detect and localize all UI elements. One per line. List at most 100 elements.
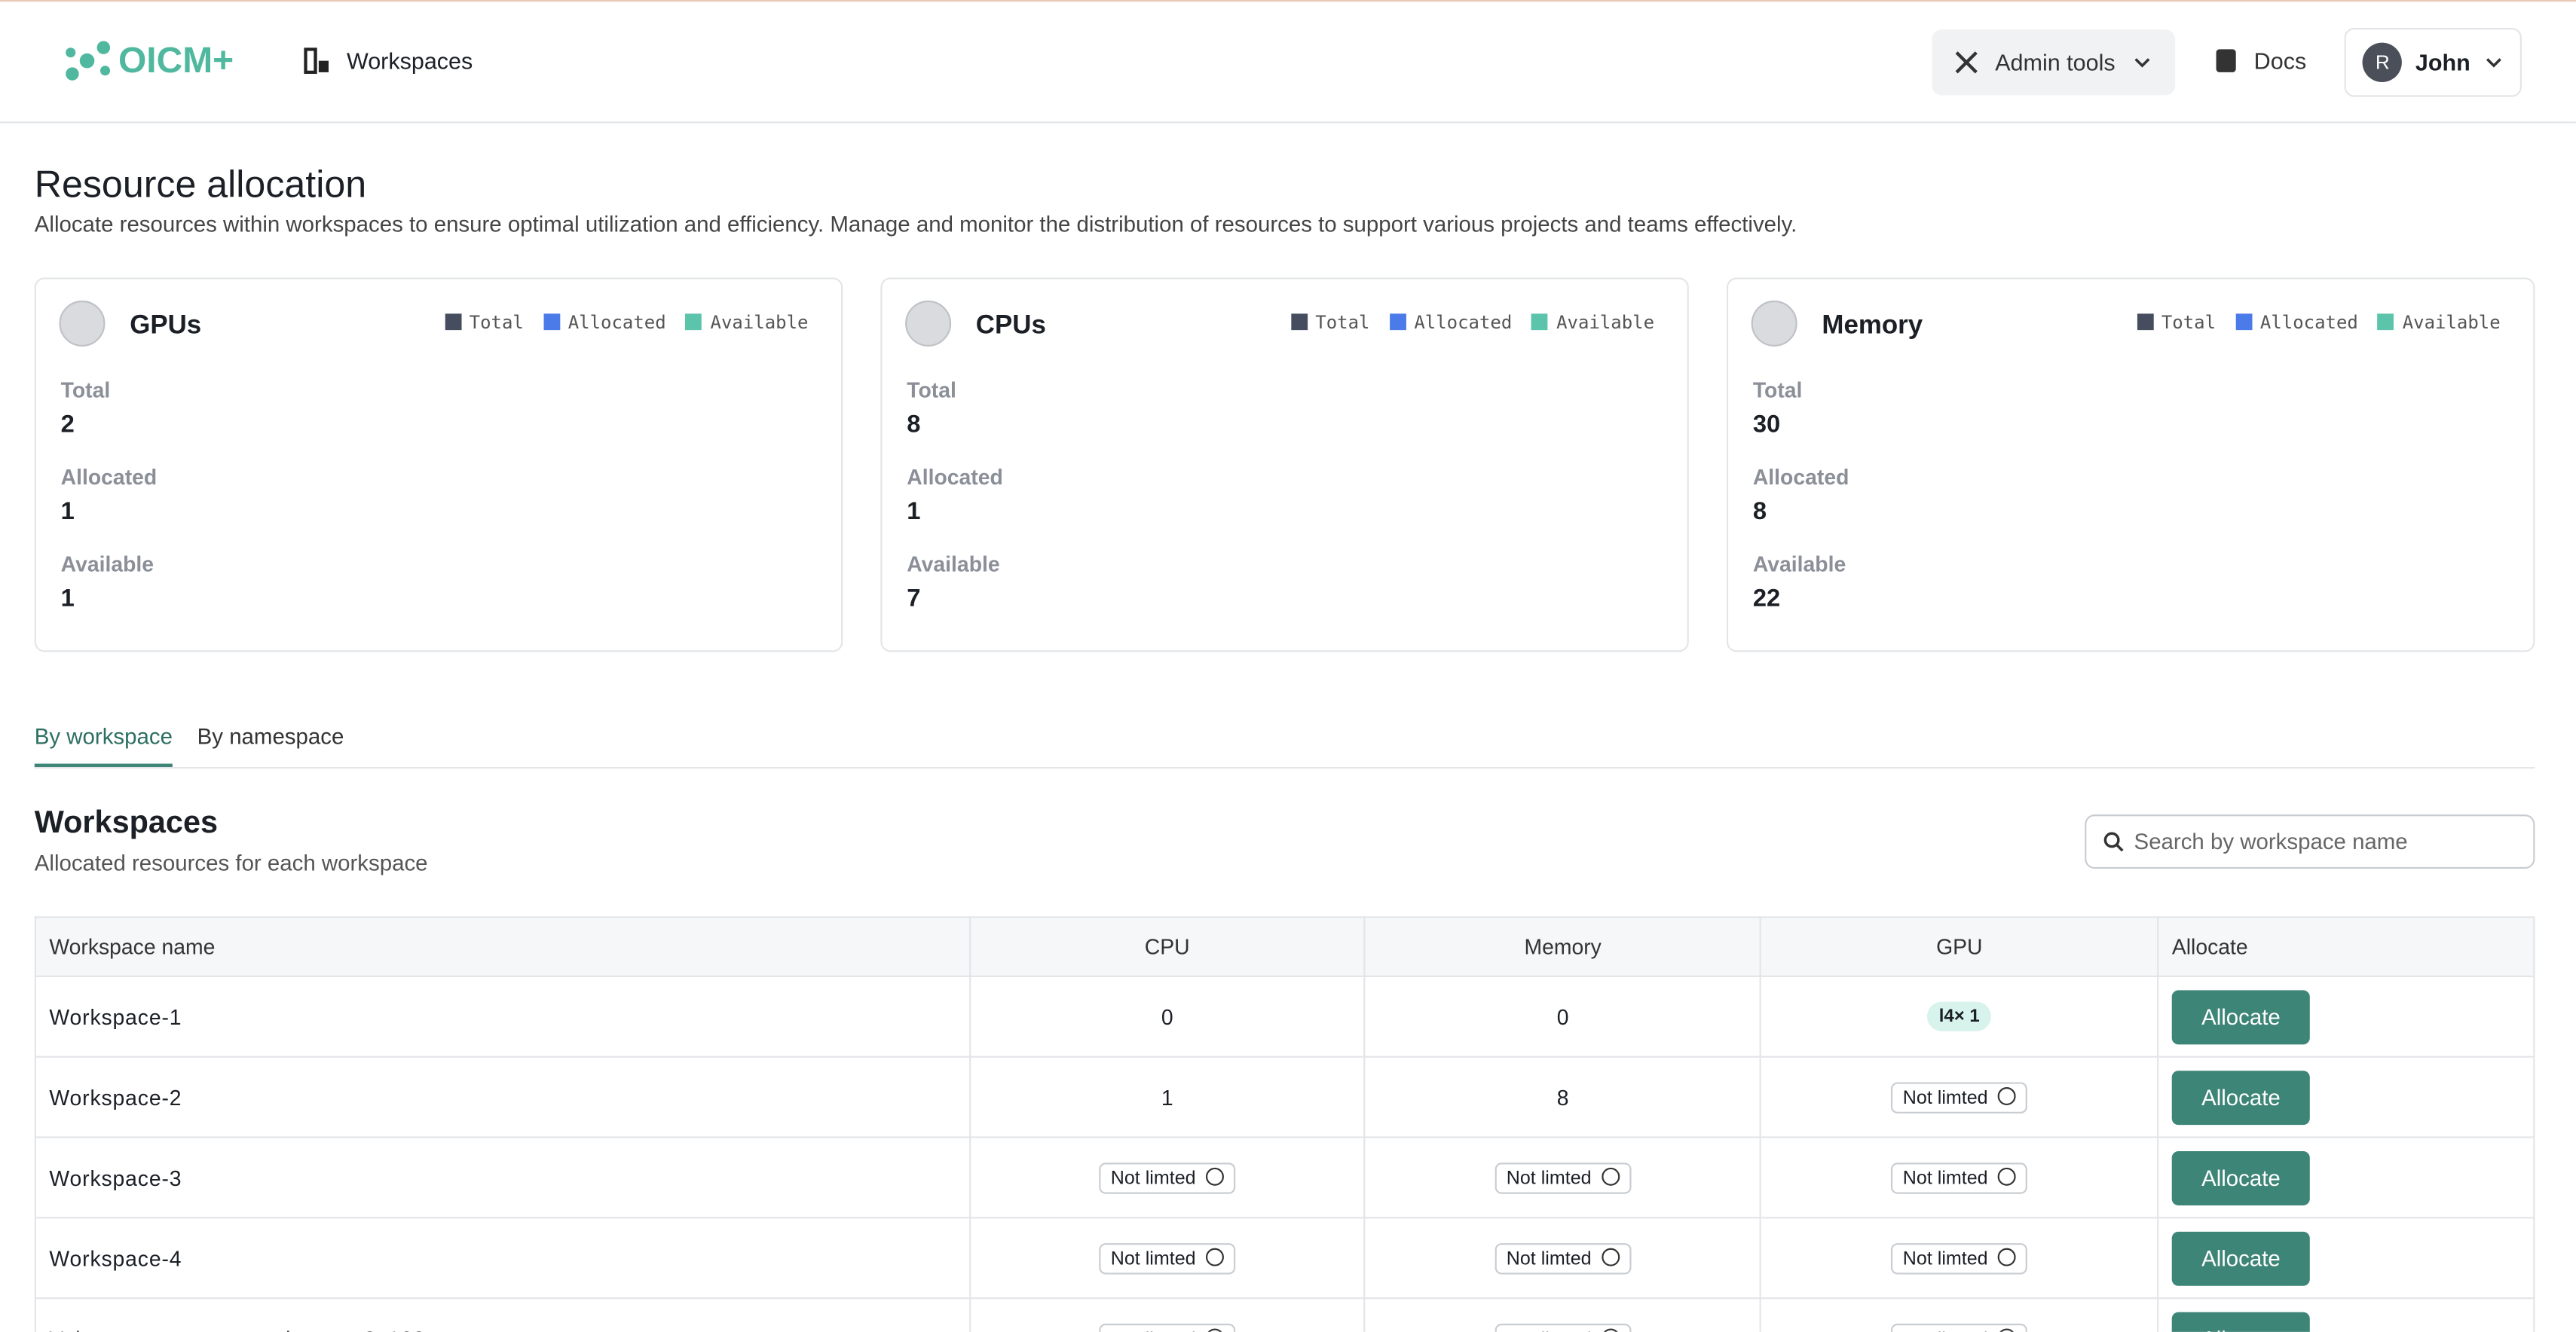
table-row: Volcano queue test workspace 8c160g Not l… — [34, 1297, 2535, 1332]
table-cell: 1 — [968, 1056, 1366, 1138]
tag-text: Not limted — [1902, 1248, 1988, 1269]
info-icon — [1205, 1327, 1224, 1332]
limit-tag: Not limted — [1099, 1242, 1235, 1274]
table-row: Workspace-2 1 8 Not limted Allocate — [34, 1056, 2535, 1138]
allocate-button[interactable]: Allocate — [2171, 1150, 2311, 1205]
card-title: Memory — [1822, 312, 1923, 341]
resource-card: CPUs Total Allocated Available Total 8 Allocat… — [880, 277, 1689, 652]
info-icon — [1205, 1247, 1224, 1266]
nav-workspaces[interactable]: Workspaces — [304, 47, 473, 75]
info-icon — [1997, 1247, 2016, 1266]
legend-label: Allocated — [568, 312, 666, 334]
table-cell: Allocate — [2157, 1297, 2535, 1332]
table-cell: Not limted — [968, 1217, 1366, 1300]
chevron — [2134, 58, 2149, 68]
limit-tag: Not limted — [1891, 1162, 2027, 1193]
table-cell: Allocate — [2157, 1056, 2535, 1138]
legend-swatch — [1290, 313, 1308, 331]
column-header: Allocate — [2157, 916, 2535, 977]
stat-value: 8 — [907, 410, 921, 439]
legend-item: Allocated — [543, 312, 666, 333]
legend-item: Allocated — [1389, 312, 1512, 333]
table-cell: Workspace-1 — [34, 975, 971, 1058]
cell-text: Workspace-1 — [49, 1004, 182, 1029]
stat-value: 22 — [1752, 585, 1781, 613]
table-cell: Workspace-4 — [34, 1217, 971, 1300]
table-cell: Not limted — [1760, 1136, 2159, 1219]
legend-label: Available — [2402, 312, 2501, 334]
limit-tag: Not limted — [1891, 1322, 2027, 1332]
resource-card: Memory Total Allocated Available Total 30 Allo… — [1726, 277, 2535, 652]
legend-label: Total — [469, 312, 524, 334]
legend-item: Total — [2137, 312, 2216, 333]
cell-text: 0 — [1161, 1004, 1173, 1029]
info-icon — [1601, 1327, 1620, 1332]
table-cell: Not limted — [1364, 1297, 1762, 1332]
legend-swatch — [1389, 313, 1406, 331]
table-cell: Not limted — [1364, 1136, 1762, 1219]
tag-text: Not limted — [1902, 1088, 1988, 1108]
table-cell: l4× 1 — [1760, 975, 2159, 1058]
docs-link[interactable]: Docs — [2214, 47, 2306, 74]
user-menu[interactable]: R John — [2344, 28, 2522, 97]
tag-text: Not limted — [1903, 1330, 1988, 1332]
allocate-button[interactable]: Allocate — [2171, 1230, 2311, 1285]
table-cell: Allocate — [2157, 975, 2535, 1058]
table-cell: 0 — [1364, 975, 1762, 1058]
info-icon — [1601, 1166, 1620, 1185]
card-icon — [1751, 300, 1797, 347]
limit-tag: Not limted — [1099, 1322, 1235, 1332]
limit-tag: Not limted — [1099, 1162, 1235, 1193]
header-row: Workspace name CPU Memory GPU Allocate — [34, 916, 2535, 977]
legend-swatch — [543, 313, 560, 331]
table-cell: Not limted — [1760, 1297, 2159, 1332]
tab[interactable]: By namespace — [197, 724, 344, 749]
legend-item: Total — [444, 312, 524, 334]
column-header: Workspace name — [34, 916, 971, 977]
stat-label: Allocated — [60, 464, 158, 490]
docs-icon — [2216, 49, 2236, 72]
table-cell: Not limted — [968, 1136, 1366, 1219]
search-input[interactable]: Search by workspace name — [2085, 814, 2535, 869]
tag-text: Not limted — [1110, 1168, 1196, 1189]
limit-tag: Not limted — [1495, 1322, 1631, 1332]
info-icon — [1205, 1166, 1224, 1185]
allocate-button[interactable]: Allocate — [2171, 1311, 2311, 1332]
card-title: CPUs — [975, 312, 1046, 341]
legend-swatch — [685, 313, 702, 331]
legend-label: Available — [1556, 312, 1655, 334]
logo-text[interactable]: OICM+ — [118, 39, 234, 81]
stat-label: Available — [907, 551, 1000, 577]
tabs: By workspace By namespace — [34, 724, 2535, 769]
docs-label: Docs — [2253, 47, 2307, 75]
info-icon — [1997, 1166, 2016, 1185]
workspace-table: Workspace name CPU Memory GPU Allocate Worksp… — [34, 916, 2535, 1332]
tag-text: Not limted — [1111, 1330, 1196, 1332]
stat-value: 30 — [1752, 410, 1781, 439]
stat-value: 1 — [60, 497, 75, 526]
table-cell: Not limted — [1364, 1217, 1762, 1300]
table-row: Workspace-3 Not limted Not limted Not limte… — [34, 1136, 2535, 1219]
table-cell: Not limted — [968, 1297, 1366, 1332]
legend: Total Allocated Available — [2137, 312, 2501, 334]
stat-label: Allocated — [907, 464, 1003, 490]
stat-label: Total — [1752, 377, 1803, 403]
tools-icon — [1956, 51, 1978, 74]
legend-swatch — [2235, 313, 2253, 331]
section-title: Workspaces — [34, 806, 219, 842]
table-cell: Volcano queue test workspace 8c160g — [34, 1297, 971, 1332]
limit-tag: Not limted — [1495, 1162, 1631, 1193]
stat-value: 7 — [907, 585, 921, 613]
legend: Total Allocated Available — [444, 312, 808, 334]
tag-text: Not limted — [1506, 1168, 1592, 1189]
table-cell: Not limted — [1760, 1056, 2159, 1138]
allocate-button[interactable]: Allocate — [2171, 1070, 2311, 1125]
tag-text: Not limted — [1902, 1168, 1988, 1189]
cell-text: 1 — [1161, 1084, 1173, 1110]
tab[interactable]: By workspace — [34, 724, 173, 767]
admin-tools-button[interactable]: Admin tools — [1932, 29, 2176, 96]
allocate-button[interactable]: Allocate — [2171, 989, 2311, 1044]
stat-value: 2 — [60, 410, 75, 439]
